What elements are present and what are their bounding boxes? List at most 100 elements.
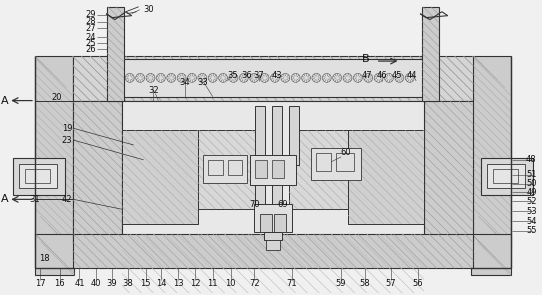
Bar	[289, 130, 348, 209]
Text: 41: 41	[74, 279, 85, 288]
Text: 15: 15	[140, 279, 151, 288]
Text: 51: 51	[526, 170, 537, 179]
Circle shape	[353, 73, 363, 82]
Bar	[317, 153, 331, 171]
Circle shape	[291, 73, 300, 82]
Text: 30: 30	[144, 5, 154, 14]
Text: 19: 19	[62, 124, 73, 133]
Text: 39: 39	[107, 279, 117, 288]
Text: A: A	[1, 194, 8, 204]
Bar	[260, 214, 272, 232]
Bar	[19, 164, 57, 189]
Circle shape	[229, 73, 238, 82]
Text: 12: 12	[190, 279, 200, 288]
Bar	[255, 160, 267, 178]
Bar	[272, 106, 282, 229]
Circle shape	[250, 73, 259, 82]
Bar	[272, 160, 284, 178]
Bar	[289, 106, 299, 165]
Text: 43: 43	[272, 71, 282, 81]
Bar	[474, 56, 511, 249]
Circle shape	[333, 73, 341, 82]
Bar	[73, 234, 474, 268]
Text: 56: 56	[413, 279, 423, 288]
Bar	[25, 169, 50, 183]
Text: 23: 23	[62, 136, 73, 145]
Bar	[472, 234, 511, 276]
Text: 40: 40	[91, 279, 101, 288]
Bar	[336, 153, 354, 171]
Bar	[35, 56, 73, 249]
Bar	[122, 101, 424, 244]
Text: 53: 53	[526, 207, 537, 216]
Circle shape	[198, 73, 207, 82]
Circle shape	[125, 73, 134, 82]
Text: 25: 25	[86, 39, 96, 48]
Text: 10: 10	[225, 279, 236, 288]
Circle shape	[177, 73, 186, 82]
Bar	[422, 7, 439, 101]
Bar	[228, 160, 242, 175]
Text: 18: 18	[40, 254, 50, 263]
Circle shape	[157, 73, 165, 82]
Text: 69: 69	[277, 200, 288, 209]
Circle shape	[343, 73, 352, 82]
Text: 60: 60	[341, 148, 351, 158]
Text: 14: 14	[156, 279, 166, 288]
Circle shape	[281, 73, 290, 82]
Circle shape	[188, 73, 196, 82]
Circle shape	[260, 73, 269, 82]
Text: 17: 17	[35, 279, 45, 288]
Circle shape	[146, 73, 155, 82]
Bar	[264, 232, 282, 240]
Circle shape	[301, 73, 311, 82]
Text: A: A	[1, 96, 8, 106]
Text: 31: 31	[30, 195, 40, 204]
Circle shape	[208, 73, 217, 82]
Bar	[73, 56, 474, 101]
Circle shape	[374, 73, 383, 82]
Text: 16: 16	[54, 279, 65, 288]
Bar	[487, 164, 525, 189]
Text: 50: 50	[526, 179, 537, 188]
Circle shape	[312, 73, 321, 82]
Circle shape	[240, 73, 248, 82]
Bar	[203, 155, 247, 183]
Text: 27: 27	[86, 24, 96, 33]
Text: 35: 35	[227, 71, 238, 81]
Text: B: B	[362, 54, 370, 64]
Bar	[35, 234, 74, 276]
Circle shape	[218, 73, 228, 82]
Text: 42: 42	[62, 195, 73, 204]
Text: 59: 59	[336, 279, 346, 288]
Bar	[13, 158, 64, 195]
Bar	[493, 169, 518, 183]
Bar	[250, 155, 296, 185]
Text: 37: 37	[254, 71, 264, 81]
Bar	[274, 214, 286, 232]
Circle shape	[364, 73, 373, 82]
Bar	[73, 101, 122, 244]
Bar	[348, 130, 424, 224]
Circle shape	[136, 73, 145, 82]
Text: 45: 45	[391, 71, 402, 81]
Text: 38: 38	[122, 279, 133, 288]
Text: 48: 48	[526, 155, 537, 164]
Text: 58: 58	[359, 279, 370, 288]
Bar	[255, 106, 265, 229]
Text: 70: 70	[249, 200, 260, 209]
Bar	[266, 240, 280, 250]
Text: 28: 28	[86, 17, 96, 26]
Bar	[481, 158, 533, 195]
Text: 26: 26	[86, 45, 96, 54]
Bar	[122, 130, 198, 224]
Text: 29: 29	[86, 10, 96, 19]
Text: 11: 11	[208, 279, 218, 288]
Bar	[107, 7, 124, 101]
Text: 13: 13	[173, 279, 184, 288]
Circle shape	[405, 73, 414, 82]
Bar	[254, 204, 292, 232]
Circle shape	[395, 73, 404, 82]
Text: 20: 20	[51, 93, 62, 102]
Bar	[208, 160, 223, 175]
